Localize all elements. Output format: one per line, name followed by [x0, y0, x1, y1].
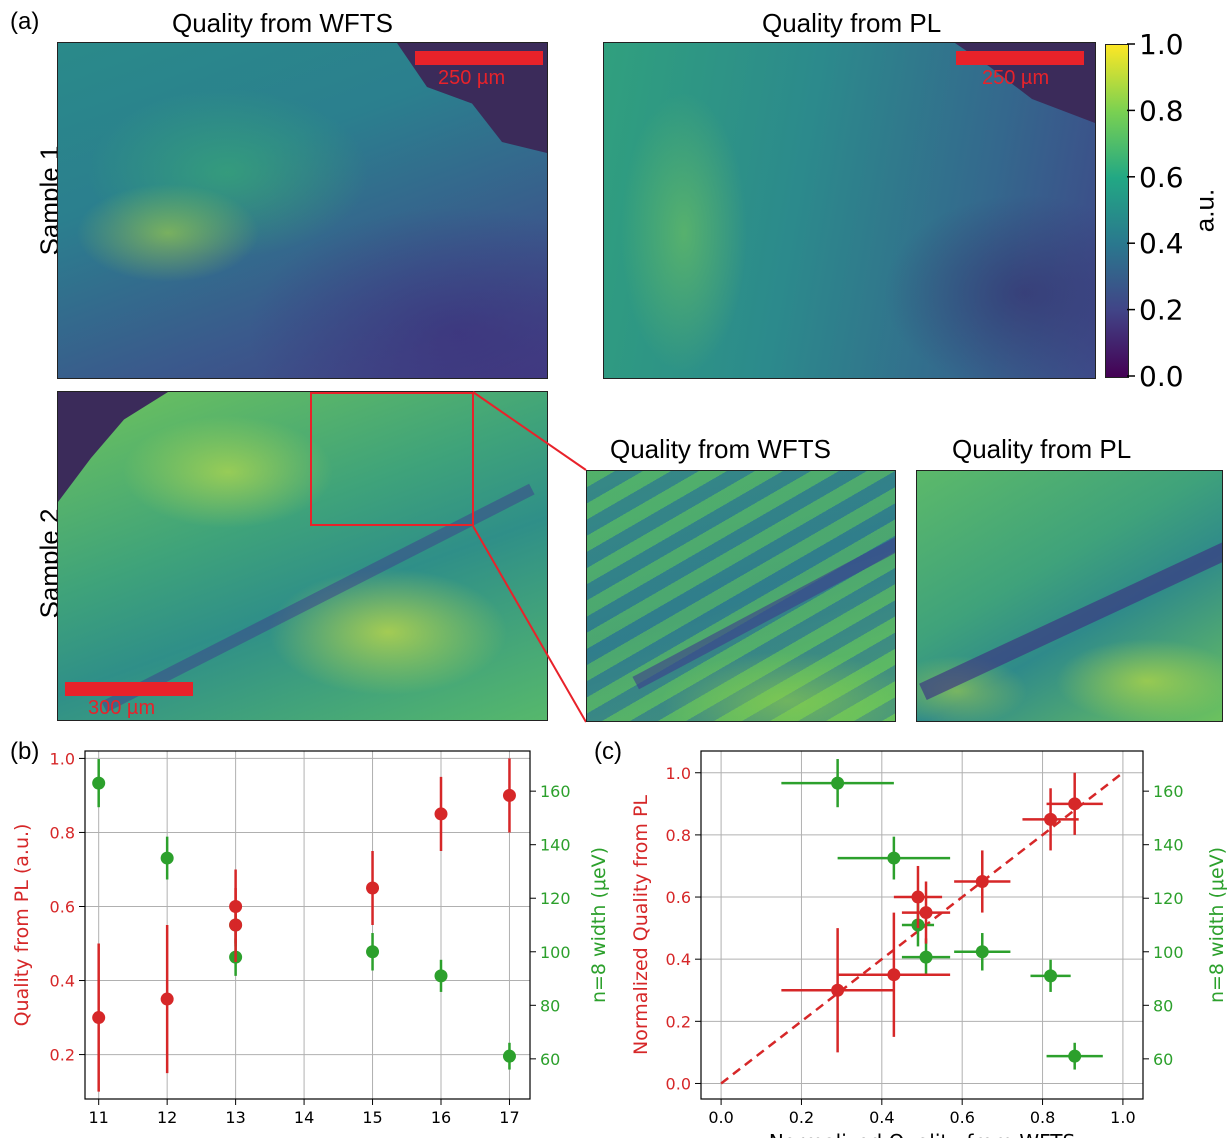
- y-tick-label: 0.8: [50, 823, 75, 842]
- data-point: [92, 1011, 106, 1025]
- y-right-tick-label: 120: [540, 889, 571, 908]
- data-point: [831, 776, 845, 790]
- plot-frame: [84, 750, 531, 1100]
- data-point: [1044, 969, 1058, 983]
- y-right-tick-label: 60: [540, 1050, 560, 1069]
- chart-b: 11 12 13 14 15 16 17 0.2 0.4 0.6 0.8 1.0 60 80 100 120 1…: [11, 749, 610, 1138]
- title-pl: Quality from PL: [762, 8, 942, 38]
- data-point: [434, 807, 448, 821]
- y-tick-label: 0.8: [666, 826, 691, 845]
- colorbar-tick-label: 0.4: [1139, 227, 1184, 260]
- y-right-tick-label: 100: [1153, 943, 1184, 962]
- x-tick-label: 17: [499, 1108, 519, 1127]
- x-tick-label: 0.2: [789, 1108, 814, 1127]
- data-point: [366, 881, 380, 895]
- colorbar-tick-label: 0.2: [1139, 294, 1184, 327]
- panel-c-letter: (c): [594, 738, 622, 765]
- x-tick-label: 0.4: [869, 1108, 894, 1127]
- x-tick-label: 13: [225, 1108, 245, 1127]
- data-point: [92, 776, 106, 790]
- y-tick-label: 1.0: [50, 749, 75, 768]
- diagonal-line: [720, 771, 1124, 1085]
- scalebar-label-1: 250 µm: [438, 67, 506, 89]
- y-right-tick-label: 60: [1153, 1050, 1173, 1069]
- data-point: [831, 983, 845, 997]
- data-point: [160, 851, 174, 865]
- map-zoom-pl: [916, 470, 1223, 722]
- y-right-tick-label: 80: [540, 996, 560, 1015]
- zoom-title-wfts: Quality from WFTS: [610, 434, 832, 464]
- y-right-tick-label: 160: [1153, 782, 1184, 801]
- x-tick-label: 11: [89, 1108, 109, 1127]
- data-point: [1068, 1049, 1082, 1063]
- map-sample1-wfts: 250 µm: [57, 42, 548, 379]
- colorbar-ticks: 1.0 0.8 0.6 0.4 0.2 0.0: [1127, 30, 1184, 390]
- zoom-title-pl: Quality from PL: [952, 434, 1132, 464]
- y-tick-label: 0.2: [50, 1046, 75, 1065]
- data-point: [911, 890, 925, 904]
- data-point: [502, 788, 516, 802]
- y-tick-label: 0.0: [666, 1074, 691, 1093]
- colorbar-tick-label: 0.0: [1139, 360, 1184, 390]
- chart-c: 0.0 0.2 0.4 0.6 0.8 1.0 0.0 0.2 0.4 0.6 0.8 1.0 60 80…: [630, 750, 1228, 1138]
- y-tick-label: 0.4: [666, 950, 691, 969]
- data-point: [975, 875, 989, 888]
- y-tick-label: 0.2: [666, 1012, 691, 1031]
- data-point: [919, 950, 933, 964]
- scalebar-label-3: 300 µm: [88, 697, 156, 719]
- y-tick-label: 0.6: [50, 897, 75, 916]
- y-right-axis-label: n=8 width (μeV): [588, 847, 610, 1003]
- data-point: [887, 968, 901, 982]
- data-point: [366, 945, 380, 959]
- colorbar: [1105, 44, 1129, 378]
- map-sample1-pl: 250 µm: [603, 42, 1096, 379]
- y-right-axis-label: n=8 width (μeV): [1206, 847, 1228, 1003]
- map-zoom-wfts: [586, 470, 896, 722]
- y-right-tick-label: 100: [540, 943, 571, 962]
- data-point: [919, 906, 933, 920]
- panel-a-letter: (a): [10, 8, 40, 35]
- zoom-region-box: [310, 392, 474, 526]
- y-axis-label: Quality from PL (a.u.): [11, 824, 33, 1027]
- y-tick-label: 0.4: [50, 972, 75, 991]
- x-tick-label: 16: [431, 1108, 451, 1127]
- y-tick-label: 0.6: [666, 888, 691, 907]
- data-point: [1044, 812, 1058, 826]
- y-right-tick-label: 160: [540, 782, 571, 801]
- data-point: [502, 1049, 516, 1063]
- colorbar-tick-label: 0.6: [1139, 161, 1184, 194]
- map-sample2-wfts: 300 µm: [57, 391, 548, 721]
- scalebar-label-2: 250 µm: [982, 67, 1050, 89]
- data-point: [434, 969, 448, 983]
- x-tick-label: 14: [294, 1108, 314, 1127]
- plot-frame: [700, 750, 1144, 1100]
- title-wfts: Quality from WFTS: [172, 8, 394, 38]
- colorbar-tick-label: 1.0: [1139, 30, 1184, 61]
- x-tick-label: 0.0: [708, 1108, 733, 1127]
- x-tick-label: 15: [362, 1108, 382, 1127]
- x-axis-label: Normalized Quality from WFTS: [769, 1130, 1075, 1138]
- y-tick-label: 1.0: [666, 764, 691, 783]
- data-point: [229, 899, 243, 913]
- y-right-tick-label: 140: [540, 836, 571, 855]
- y-right-tick-label: 120: [1153, 889, 1184, 908]
- colorbar-tick-label: 0.8: [1139, 94, 1184, 127]
- x-axis-label: nmax: [268, 1133, 327, 1138]
- data-point: [887, 851, 901, 865]
- x-tick-label: 12: [157, 1108, 177, 1127]
- y-right-tick-label: 140: [1153, 836, 1184, 855]
- x-tick-label: 1.0: [1110, 1108, 1135, 1127]
- y-right-tick-label: 80: [1153, 996, 1173, 1015]
- x-tick-label: 0.6: [949, 1108, 974, 1127]
- data-point: [1068, 797, 1082, 811]
- data-point: [160, 992, 174, 1006]
- y-axis-label: Normalized Quality from PL: [630, 795, 652, 1055]
- panel-b-letter: (b): [10, 738, 40, 765]
- data-point: [975, 945, 989, 959]
- x-tick-label: 0.8: [1030, 1108, 1055, 1127]
